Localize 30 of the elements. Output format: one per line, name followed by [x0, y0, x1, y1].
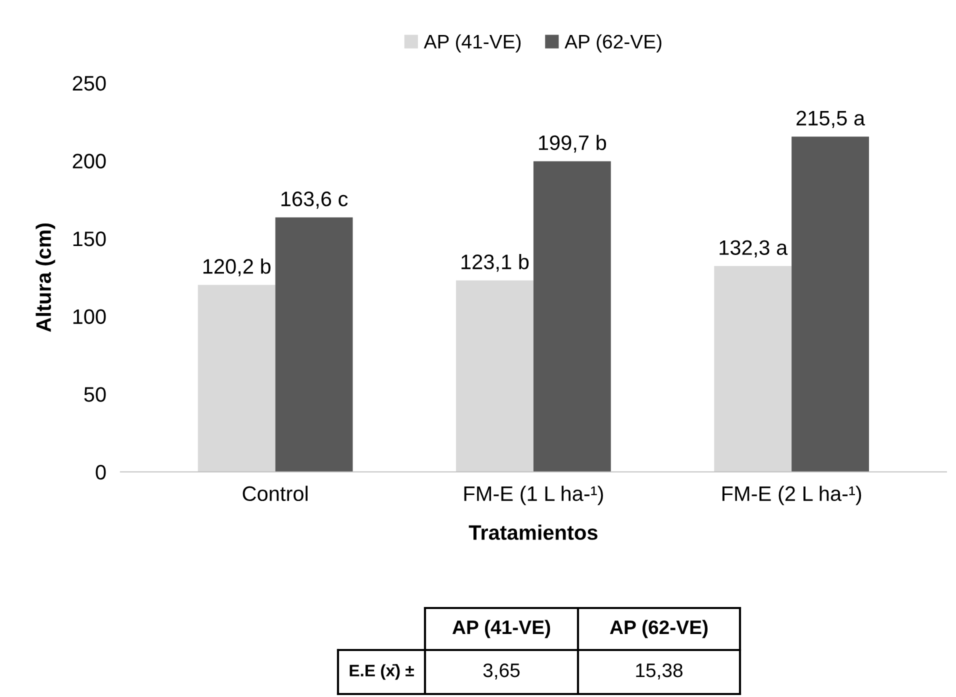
x-tick-label: Control: [242, 486, 308, 502]
y-tick-label: 50: [84, 387, 106, 402]
legend-label: AP (41-VE): [424, 34, 521, 52]
bar: [198, 284, 276, 472]
bar: [533, 161, 611, 472]
bar: [792, 136, 870, 472]
y-tick-label: 250: [72, 76, 106, 91]
x-tick-label: FM-E (1 L ha-¹): [464, 486, 603, 506]
y-tick-label: 0: [96, 464, 106, 480]
x-axis-title: Tratamientos: [468, 524, 598, 540]
bar: [714, 266, 792, 472]
text: AP (41-VE): [452, 620, 550, 638]
text: 15,38: [636, 663, 682, 680]
legend-label: AP (62-VE): [564, 34, 662, 52]
y-tick-label: 100: [73, 309, 106, 324]
data-label: 199,7 b: [539, 134, 606, 153]
bar: [275, 217, 353, 472]
data-label: 120,2 b: [203, 258, 270, 276]
data-label: 132,3 a: [720, 240, 788, 258]
y-axis-title: Altura (cm): [36, 223, 56, 332]
y-tick-label: 150: [73, 232, 106, 246]
text: AP (62-VE): [610, 620, 708, 638]
data-label: 215,5 a: [796, 110, 866, 128]
bar: [456, 280, 534, 472]
text: E.E (x̄) ±: [350, 664, 414, 680]
data-label: 123,1 b: [462, 254, 529, 272]
text: 3,65: [483, 663, 520, 680]
y-tick-label: 200: [72, 154, 106, 168]
data-label: 163,6 c: [281, 192, 348, 209]
x-tick-label: FM-E (2 L ha-¹): [722, 486, 862, 506]
